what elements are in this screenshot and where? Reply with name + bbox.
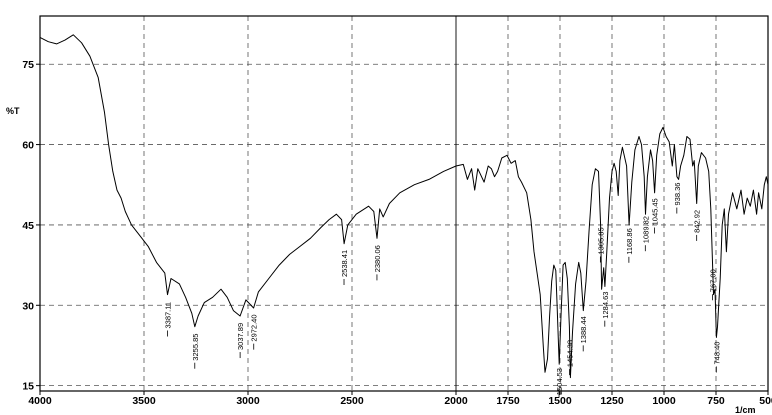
peak-label: 1454.38 xyxy=(566,340,575,367)
spectrum-trace xyxy=(39,34,769,379)
y-tick-labels: 15 30 45 60 75 xyxy=(22,59,34,392)
peak-label: 1045.45 xyxy=(651,198,660,225)
peak-labels: 3387.11 3255.85 3037.89 2972.40 2538.41 2380.… xyxy=(164,183,722,396)
axis-ticks xyxy=(36,63,769,395)
y-tick-label: 30 xyxy=(22,300,34,312)
y-tick-label: 15 xyxy=(22,381,34,393)
peak-label: 1284.63 xyxy=(601,292,610,319)
peak-label: 3387.11 xyxy=(164,302,173,329)
y-tick-label: 60 xyxy=(22,140,34,152)
peak-label: 3255.85 xyxy=(191,334,200,361)
grid-lines xyxy=(40,16,768,391)
peak-label: 767.00 xyxy=(709,269,718,292)
x-axis-label: 1/cm xyxy=(735,405,756,415)
y-tick-label: 75 xyxy=(22,59,34,71)
peak-label: 938.36 xyxy=(673,183,682,206)
x-tick-label: 2500 xyxy=(340,395,364,407)
peak-leader-lines xyxy=(167,207,717,398)
x-tick-label: 3500 xyxy=(132,395,156,407)
peak-label: 748.40 xyxy=(712,342,721,365)
x-tick-label: 3000 xyxy=(236,395,260,407)
x-tick-labels: 4000 3500 3000 2500 2000 1750 1500 1250 1000 750 5… xyxy=(28,395,772,407)
x-tick-label: 4000 xyxy=(28,395,52,407)
peak-label: 1305.85 xyxy=(596,227,605,254)
peak-label: 3037.89 xyxy=(236,323,245,350)
peak-label: 1168.86 xyxy=(625,228,634,255)
y-axis-label: %T xyxy=(6,106,20,116)
plot-frame xyxy=(39,15,769,392)
x-tick-label: 1500 xyxy=(548,395,572,407)
peak-label: 2380.06 xyxy=(373,245,382,272)
peak-label: 1089.82 xyxy=(641,216,650,243)
peak-label: 2972.40 xyxy=(250,314,259,341)
x-tick-label: 750 xyxy=(707,395,725,407)
x-tick-label: 500 xyxy=(759,395,772,407)
peak-label: 1388.44 xyxy=(579,316,588,343)
x-tick-label: 1750 xyxy=(496,395,520,407)
peak-label: 2538.41 xyxy=(340,250,349,277)
x-tick-label: 1250 xyxy=(600,395,624,407)
x-tick-label: 2000 xyxy=(444,395,468,407)
y-tick-label: 45 xyxy=(22,220,34,232)
peak-label: 842.92 xyxy=(693,210,702,233)
x-tick-label: 1000 xyxy=(652,395,676,407)
peak-label: 1504.53 xyxy=(555,368,564,395)
